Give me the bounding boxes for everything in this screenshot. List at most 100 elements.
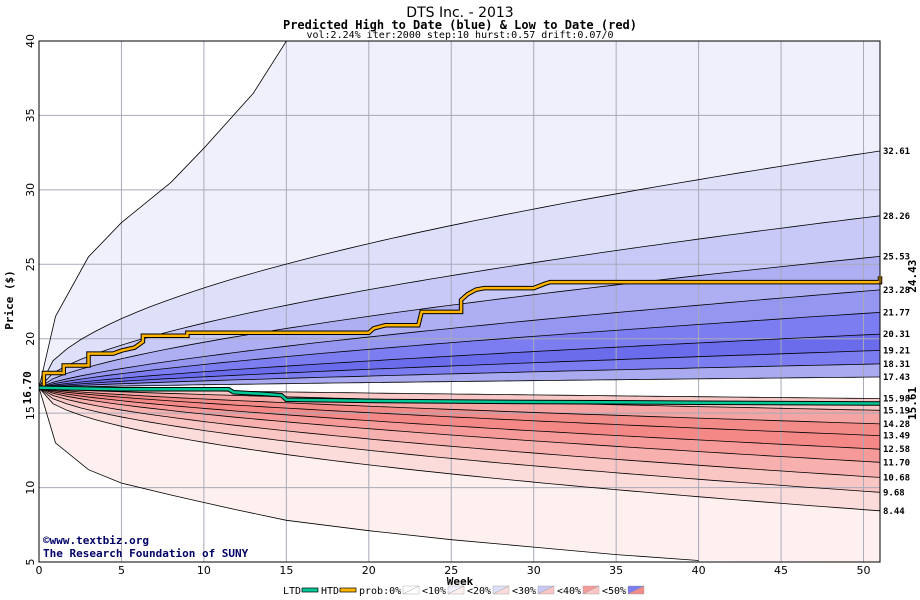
legend-swatch-low-3	[447, 585, 465, 595]
x-tick-50: 50	[857, 564, 871, 577]
percentile-line-12	[38, 387, 881, 436]
percentile-label-0: 32.61	[883, 147, 910, 157]
percentile-line-8	[38, 376, 881, 389]
band-low-7	[39, 387, 880, 511]
percentile-label-8: 17.43	[883, 373, 910, 383]
plot-frame	[38, 40, 881, 563]
percentile-label-14: 11.70	[883, 458, 910, 468]
x-tick-45: 45	[774, 564, 788, 577]
percentile-line-17	[38, 387, 881, 512]
band-high-8	[39, 363, 880, 388]
y-tick-20: 20	[24, 332, 37, 346]
legend-label-1: HTD	[321, 586, 339, 597]
percentile-line-13	[38, 387, 881, 450]
band-high-5	[39, 312, 880, 388]
band-high-0	[39, 41, 880, 388]
legend-label-4: <20%	[467, 586, 491, 597]
ltd-end-label: 15.61	[906, 387, 919, 420]
y-tick-35: 35	[24, 108, 37, 122]
percentile-line-6	[38, 350, 881, 389]
legend-label-3: <10%	[422, 586, 446, 597]
series-lines	[38, 276, 883, 406]
htd-end-label: 24.43	[906, 260, 919, 293]
percentile-label-10: 15.19	[883, 406, 910, 416]
band-middle	[39, 377, 880, 399]
y-tick-30: 30	[24, 183, 37, 197]
chart-parameters: vol:2.24% iter:2000 step:10 hurst:0.57 d…	[306, 30, 613, 41]
x-tick-15: 15	[279, 564, 293, 577]
percentile-line-16	[38, 387, 881, 493]
htd-line	[39, 276, 882, 390]
y-tick-40: 40	[24, 34, 37, 48]
percentile-line-15	[38, 387, 881, 478]
band-low-5	[39, 387, 880, 478]
x-tick-0: 0	[36, 564, 43, 577]
band-low-6	[39, 387, 880, 493]
band-low-3	[39, 387, 880, 450]
percentile-label-6: 19.21	[883, 346, 910, 356]
legend-line-swatch-1	[339, 587, 357, 593]
band-high-1	[39, 151, 880, 388]
legend-line-swatch-0	[301, 587, 319, 593]
ltd-line	[38, 386, 881, 405]
percentile-label-5: 20.31	[883, 330, 910, 340]
percentile-label-2: 25.53	[883, 252, 910, 262]
outer-high-line	[38, 40, 880, 388]
percentile-line-7	[38, 363, 881, 389]
band-low-1	[39, 387, 880, 424]
legend-swatch-low-6	[582, 585, 600, 595]
chart-title: DTS Inc. - 2013	[406, 5, 513, 21]
x-axis-label: Week	[447, 575, 474, 588]
chart-subtitle: Predicted High to Date (blue) & Low to D…	[283, 18, 637, 32]
legend-label-0: LTD	[283, 586, 301, 597]
y-tick-10: 10	[24, 481, 37, 495]
percentile-line-5	[38, 333, 881, 389]
percentile-line-14	[38, 387, 881, 463]
probability-bands	[39, 41, 880, 562]
y-tick-25: 25	[24, 257, 37, 271]
band-high-3	[39, 256, 880, 388]
percentile-line-3	[38, 289, 881, 389]
percentile-line-1	[38, 215, 881, 389]
x-tick-20: 20	[362, 564, 376, 577]
legend-swatch-low-2	[402, 585, 420, 595]
x-tick-35: 35	[609, 564, 623, 577]
x-tick-30: 30	[527, 564, 541, 577]
x-tick-5: 5	[118, 564, 125, 577]
band-high-7	[39, 350, 880, 388]
y-tick-15: 15	[24, 406, 37, 420]
credit-organization: The Research Foundation of SUNY	[43, 547, 249, 560]
y-tick-5: 5	[24, 559, 37, 566]
x-tick-40: 40	[692, 564, 706, 577]
band-low-2	[39, 387, 880, 436]
percentile-label-1: 28.26	[883, 212, 910, 222]
x-tick-25: 25	[444, 564, 458, 577]
legend: LTD HTD prob:0% <10% <20% <30% <40% <50%	[283, 585, 645, 597]
legend-label-5: <30%	[512, 586, 536, 597]
percentile-line-0	[38, 150, 881, 388]
percentile-label-13: 12.58	[883, 445, 910, 455]
band-low-4	[39, 387, 880, 463]
y-axis-label: Price ($)	[3, 270, 16, 330]
start-price-label: 16.70	[21, 371, 34, 404]
percentile-line-11	[38, 387, 881, 425]
percentile-label-15: 10.68	[883, 473, 910, 483]
percentile-label-11: 14.28	[883, 420, 910, 430]
outer-low-line	[38, 387, 699, 561]
legend-label-7: <50%	[602, 586, 626, 597]
y-axis-ticks: 5 10 15 20 25 30 35 40	[24, 34, 37, 566]
percentile-label-16: 9.68	[883, 488, 905, 498]
credit-website: ©www.textbiz.org	[43, 534, 149, 547]
legend-label-6: <40%	[557, 586, 581, 597]
percentile-line-4	[38, 312, 881, 389]
percentile-label-4: 21.77	[883, 308, 910, 318]
x-axis-ticks: 0 5 10 15 20 25 30 35 40 45 50	[36, 564, 871, 577]
percentile-label-3: 23.28	[883, 286, 910, 296]
percentile-label-7: 18.31	[883, 360, 910, 370]
legend-label-2: prob:0%	[359, 586, 401, 597]
legend-swatch-low-5	[537, 585, 555, 595]
percentile-labels: 32.61 28.26 25.53 23.28 21.77 20.31 19.21 18.31…	[883, 147, 910, 517]
percentile-label-9: 15.98	[883, 395, 910, 405]
percentile-label-17: 8.44	[883, 507, 905, 517]
